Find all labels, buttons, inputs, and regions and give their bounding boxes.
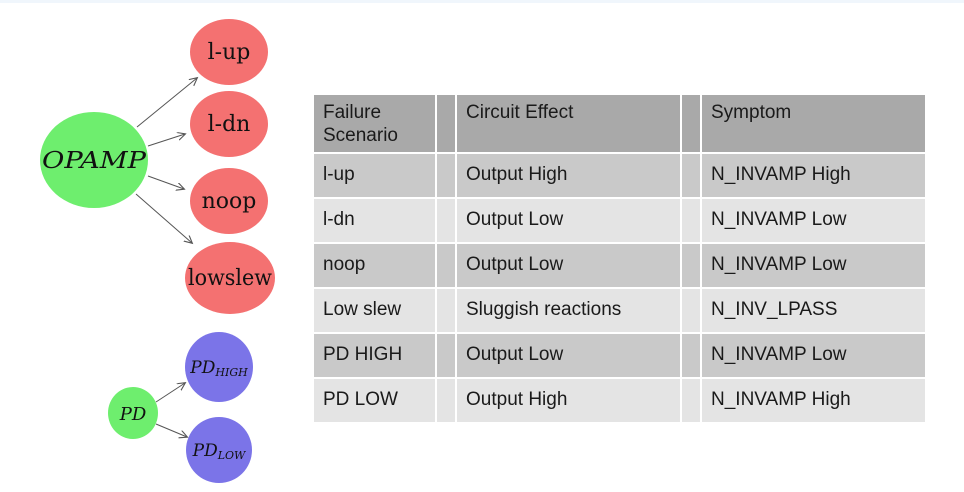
spacer-cell bbox=[682, 379, 700, 422]
node-pdhigh-ellipse bbox=[185, 332, 253, 402]
spacer-cell bbox=[437, 334, 455, 377]
failure-scenario-table: Failure Scenario Circuit Effect Symptom … bbox=[314, 95, 925, 422]
table-cell-symptom: N_INVAMP High bbox=[702, 379, 925, 422]
node-pdlow-label-main: PD bbox=[192, 441, 218, 461]
spacer-cell bbox=[682, 154, 700, 197]
edge-opamp-noop bbox=[147, 175, 184, 189]
node-lup-ellipse bbox=[190, 19, 268, 85]
fault-tree-diagram: OPAMP l-up l-dn noop lowslew PD PDHIGH P… bbox=[40, 19, 275, 483]
header-cell-symptom: Symptom bbox=[702, 95, 925, 152]
spacer-cell bbox=[437, 154, 455, 197]
table-cell-effect: Output High bbox=[457, 379, 680, 422]
node-pdhigh-label-sub: HIGH bbox=[214, 366, 248, 379]
spacer-cell bbox=[437, 244, 455, 287]
table-cell-failure: PD HIGH bbox=[314, 334, 435, 377]
edge-opamp-ldn bbox=[147, 134, 185, 147]
table-cell-failure: PD LOW bbox=[314, 379, 435, 422]
table-cell-failure: noop bbox=[314, 244, 435, 287]
node-ldn-ellipse bbox=[190, 91, 268, 157]
table-cell-failure: Low slew bbox=[314, 289, 435, 332]
table-cell-symptom: N_INV_LPASS bbox=[702, 289, 925, 332]
table-cell-effect: Output Low bbox=[457, 244, 680, 287]
edge-opamp-lowslew bbox=[135, 193, 192, 243]
spacer-cell bbox=[682, 244, 700, 287]
node-lup-label: l-up bbox=[208, 40, 251, 65]
node-lowslew-ellipse bbox=[185, 242, 275, 314]
node-pdhigh-label-main: PD bbox=[189, 358, 215, 378]
header-cell-failure-scenario: Failure Scenario bbox=[314, 95, 435, 152]
spacer-cell bbox=[682, 289, 700, 332]
table-cell-failure: l-dn bbox=[314, 199, 435, 242]
node-lowslew-label: lowslew bbox=[188, 266, 272, 291]
table-cell-effect: Sluggish reactions bbox=[457, 289, 680, 332]
edge-pd-low bbox=[155, 423, 187, 437]
node-pd-ellipse bbox=[108, 387, 158, 439]
header-cell-circuit-effect: Circuit Effect bbox=[457, 95, 680, 152]
edge-opamp-lup bbox=[136, 78, 197, 128]
node-noop-ellipse bbox=[190, 168, 268, 234]
spacer-cell bbox=[437, 379, 455, 422]
edge-pd-high bbox=[155, 383, 185, 403]
node-opamp-ellipse bbox=[40, 112, 148, 208]
table-cell-symptom: N_INVAMP Low bbox=[702, 199, 925, 242]
spacer-cell bbox=[682, 199, 700, 242]
table-cell-symptom: N_INVAMP Low bbox=[702, 244, 925, 287]
edge-group bbox=[135, 78, 197, 437]
spacer-cell bbox=[437, 199, 455, 242]
spacer-cell bbox=[437, 95, 455, 152]
node-pdlow-label-sub: LOW bbox=[217, 449, 247, 462]
node-pdhigh-label: PDHIGH bbox=[189, 358, 248, 379]
node-opamp-label: OPAMP bbox=[42, 148, 147, 174]
node-noop-label: noop bbox=[202, 189, 257, 214]
spacer-cell bbox=[682, 95, 700, 152]
spacer-cell bbox=[437, 289, 455, 332]
table-cell-symptom: N_INVAMP High bbox=[702, 154, 925, 197]
spacer-cell bbox=[682, 334, 700, 377]
table-cell-effect: Output Low bbox=[457, 199, 680, 242]
table-cell-effect: Output Low bbox=[457, 334, 680, 377]
top-accent-strip bbox=[0, 0, 964, 3]
table-cell-symptom: N_INVAMP Low bbox=[702, 334, 925, 377]
node-pdlow-label: PDLOW bbox=[192, 441, 247, 462]
table-cell-failure: l-up bbox=[314, 154, 435, 197]
table-cell-effect: Output High bbox=[457, 154, 680, 197]
node-pd-label: PD bbox=[119, 404, 147, 425]
node-pdlow-ellipse bbox=[186, 417, 252, 483]
node-ldn-label: l-dn bbox=[208, 112, 251, 137]
